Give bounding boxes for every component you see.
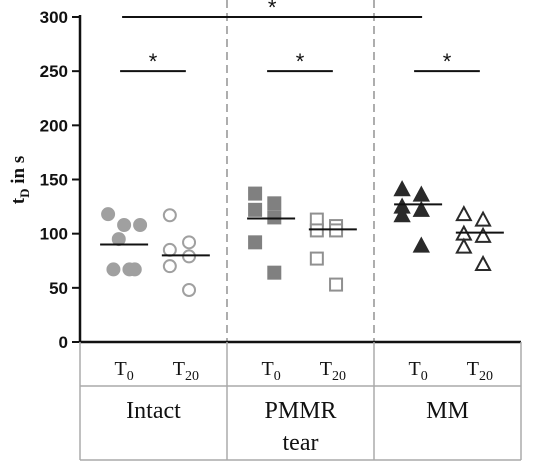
data-point — [474, 210, 492, 227]
y-tick-label: 200 — [40, 116, 68, 135]
group-label: Intact — [126, 398, 181, 424]
data-point — [162, 259, 177, 274]
group-dividers — [226, 0, 375, 342]
y-tick-label: 250 — [40, 62, 68, 81]
significance-star: * — [268, 0, 277, 20]
significance-star: * — [443, 49, 452, 74]
data-point — [117, 218, 132, 232]
y-tick-label: 50 — [49, 279, 68, 298]
y-tick-label: 100 — [40, 225, 68, 244]
data-point — [455, 205, 473, 222]
y-axis: 0 50 100 150 200 250 300 tD in s — [8, 8, 521, 352]
data-point — [248, 186, 263, 201]
data-point — [111, 232, 126, 247]
data-point — [474, 254, 492, 271]
data-point — [248, 202, 263, 217]
data-point — [412, 185, 430, 202]
data-point — [455, 237, 473, 254]
data-point — [309, 251, 324, 266]
group-label: PMMR — [264, 398, 336, 424]
significance-bars: * * * * — [120, 0, 480, 74]
group-label: MM — [426, 398, 469, 424]
group-label: tear — [283, 430, 319, 456]
data-point — [474, 226, 492, 243]
significance-star: * — [296, 49, 305, 74]
timepoint-label: T20 — [320, 358, 346, 384]
data-point — [267, 196, 282, 211]
timepoint-label: T0 — [261, 358, 280, 384]
timepoint-label: T20 — [467, 358, 493, 384]
data-point — [162, 208, 177, 223]
timepoint-label: T0 — [408, 358, 427, 384]
data-point — [267, 210, 282, 225]
data-point — [101, 207, 116, 222]
data-point — [412, 200, 430, 217]
data-points — [101, 180, 492, 297]
data-point — [122, 262, 137, 277]
data-point — [412, 236, 430, 253]
data-point — [162, 242, 177, 257]
data-point — [248, 235, 263, 250]
y-tick-label: 150 — [40, 171, 68, 190]
timepoint-label: T20 — [173, 358, 199, 384]
y-axis-label: tD in s — [8, 156, 32, 204]
data-point — [309, 223, 324, 238]
category-table: Intact T0 T20 PMMR tear T0 T20 MM T0 T20 — [79, 342, 522, 461]
y-tick-label: 300 — [40, 8, 68, 27]
median-lines — [100, 203, 504, 257]
data-point — [182, 249, 197, 264]
y-tick-label: 0 — [59, 333, 68, 352]
data-point — [393, 180, 411, 197]
significance-star: * — [149, 49, 158, 74]
data-point — [329, 277, 344, 292]
data-point — [267, 265, 282, 280]
data-point — [182, 235, 197, 250]
data-point — [393, 206, 411, 223]
data-point — [133, 218, 148, 232]
data-point — [329, 223, 344, 238]
timepoint-label: T0 — [114, 358, 133, 384]
data-point — [182, 283, 197, 297]
data-point — [106, 262, 121, 277]
